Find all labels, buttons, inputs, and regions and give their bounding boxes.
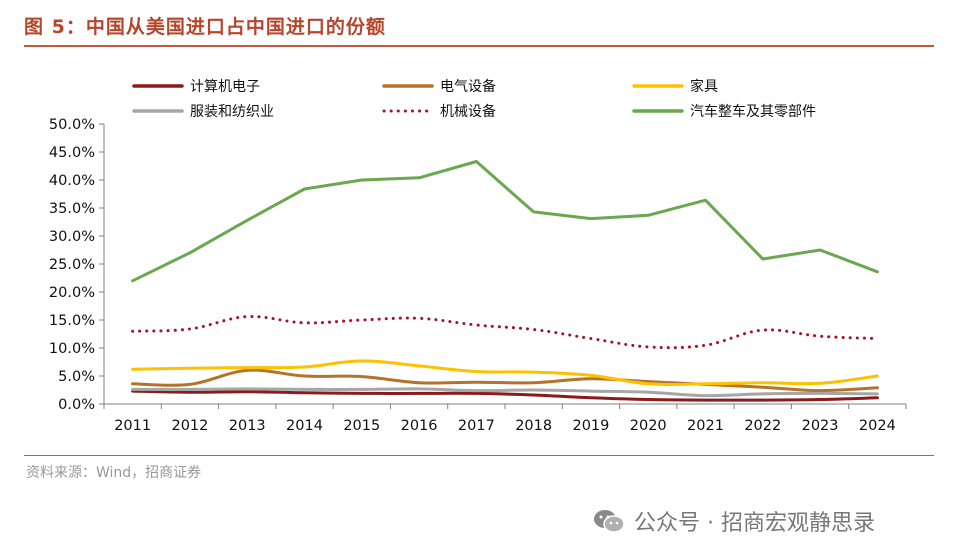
legend-label-0: 计算机电子 (190, 79, 260, 95)
legend-label-4: 机械设备 (440, 103, 496, 120)
legend-label-1: 电气设备 (440, 78, 496, 95)
x-tick-label: 2018 (515, 418, 552, 434)
series-line-4 (131, 315, 879, 350)
y-tick-label: 30.0% (49, 229, 95, 245)
x-tick-label: 2021 (687, 418, 724, 434)
legend-label-3: 服装和纺织业 (190, 104, 274, 120)
series-line-2 (131, 359, 879, 387)
y-tick-label: 0.0% (58, 397, 95, 413)
y-tick-label: 10.0% (49, 341, 95, 357)
x-tick-label: 2020 (630, 418, 667, 434)
y-tick-label: 50.0% (49, 117, 95, 133)
line-chart: 0.0% 5.0% 10.0% 15.0% 20.0% 25.0% 30.0% 35.0% 40… (49, 78, 907, 434)
watermark: 公众号 · 招商宏观静思录 (592, 505, 875, 537)
series-line-1 (131, 368, 879, 393)
source-divider (24, 455, 934, 456)
watermark-text: 公众号 · 招商宏观静思录 (634, 511, 875, 536)
series-line-5 (131, 160, 879, 283)
y-tick-label: 20.0% (49, 285, 95, 301)
y-tick-label: 40.0% (49, 173, 95, 189)
x-tick-label: 2011 (114, 418, 151, 434)
x-tick-label: 2014 (286, 418, 323, 434)
x-tick-label: 2015 (343, 418, 380, 434)
legend-label-5: 汽车整车及其零部件 (690, 103, 816, 120)
x-tick-label: 2017 (458, 418, 495, 434)
wechat-icon (594, 510, 625, 533)
y-tick-label: 45.0% (49, 145, 95, 161)
x-tick-label: 2024 (859, 418, 896, 434)
source-note: 资料来源：Wind，招商证券 (26, 465, 202, 481)
x-tick-label: 2016 (401, 418, 438, 434)
series-line-3 (131, 387, 879, 398)
x-tick-label: 2012 (171, 418, 208, 434)
x-tick-label: 2019 (572, 418, 609, 434)
y-tick-label: 35.0% (49, 201, 95, 217)
x-tick-label: 2022 (744, 418, 781, 434)
y-tick-label: 25.0% (49, 257, 95, 273)
figure-title: 图 5：中国从美国进口占中国进口的份额 (24, 16, 386, 38)
y-tick-label: 5.0% (58, 369, 95, 385)
x-tick-label: 2023 (802, 418, 839, 434)
y-tick-label: 15.0% (49, 313, 95, 329)
title-divider (24, 45, 934, 47)
legend-label-2: 家具 (690, 78, 718, 95)
series-line-0 (131, 389, 879, 402)
x-tick-label: 2013 (229, 418, 266, 434)
